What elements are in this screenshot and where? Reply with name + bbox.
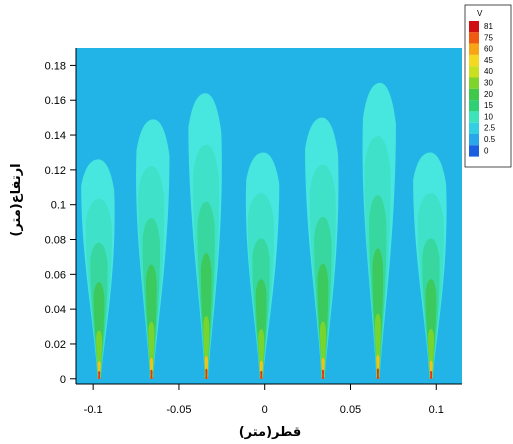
jet-contour-level xyxy=(93,282,105,379)
legend-level-label: 20 xyxy=(484,90,493,99)
jet-contour-level xyxy=(259,370,263,379)
legend-level-label: 2.5 xyxy=(484,124,496,133)
jet-contour-level xyxy=(372,248,384,379)
jet-contour-level xyxy=(149,369,153,379)
y-ticks: 0 0.02 0.04 0.06 0.08 0.1 0.12 0.14 0.16 0.18 xyxy=(45,60,76,386)
jet-plume xyxy=(188,93,222,379)
legend-swatch xyxy=(469,111,479,123)
legend-title: V xyxy=(477,9,483,18)
y-tick-label: 0 xyxy=(60,374,66,386)
legend-level-label: 0 xyxy=(484,146,489,155)
color-legend: V 81 75 60 45 40 30 20 15 10 2.5 0.5 0 xyxy=(464,4,512,168)
legend-level-label: 15 xyxy=(484,101,493,110)
jet-contour-level xyxy=(425,279,437,379)
jet-plume xyxy=(245,152,280,379)
y-tick-label: 0.06 xyxy=(45,269,66,281)
x-ticks: -0.1 -0.05 0 0.05 0.1 xyxy=(84,384,444,416)
legend-swatch xyxy=(469,66,479,78)
jet-plume xyxy=(136,119,170,379)
y-tick-label: 0.1 xyxy=(51,200,66,212)
legend-swatch xyxy=(469,54,479,67)
jet-plume xyxy=(362,82,396,379)
x-tick-label: 0.05 xyxy=(340,404,361,416)
legend-level-label: 0.5 xyxy=(484,135,496,144)
y-tick-label: 0.14 xyxy=(45,130,66,142)
jet-contour-level xyxy=(97,371,101,379)
legend-swatch xyxy=(469,122,479,134)
legend-level-label: 75 xyxy=(484,33,493,42)
legend-swatch xyxy=(469,145,479,157)
legend-swatch xyxy=(469,100,479,112)
y-tick-label: 0.08 xyxy=(45,235,66,247)
y-tick-label: 0.16 xyxy=(45,95,66,107)
legend-level-label: 81 xyxy=(484,22,493,31)
jet-plume xyxy=(305,117,339,379)
legend-level-label: 60 xyxy=(484,45,493,54)
x-tick-label: -0.05 xyxy=(166,404,191,416)
x-tick-label: -0.1 xyxy=(84,404,103,416)
legend-swatch xyxy=(469,32,479,44)
y-tick-label: 0.04 xyxy=(45,304,66,316)
y-tick-label: 0.12 xyxy=(45,165,66,177)
jet-contour-level xyxy=(200,253,212,379)
y-tick-label: 0.18 xyxy=(45,60,66,72)
jet-contour-level xyxy=(317,263,329,379)
legend-swatch xyxy=(469,134,479,146)
legend-level-label: 40 xyxy=(484,67,493,76)
x-tick-label: 0 xyxy=(262,404,268,416)
x-tick-label: 0.1 xyxy=(429,404,444,416)
jet-contour-level xyxy=(321,369,325,379)
jets-layer xyxy=(81,82,447,379)
y-axis-title: ارتفاع(متر) xyxy=(9,163,24,236)
legend-level-label: 30 xyxy=(484,79,493,88)
jet-plume xyxy=(81,159,115,379)
legend-swatch xyxy=(469,77,479,89)
x-axis-title: قطر(متر) xyxy=(239,425,302,440)
jet-contour-level xyxy=(376,368,380,379)
jet-contour-level xyxy=(204,368,208,379)
y-tick-label: 0.02 xyxy=(45,339,66,351)
jet-contour-level xyxy=(255,279,267,379)
legend-swatch xyxy=(469,21,479,33)
legend-swatch xyxy=(469,88,479,101)
jet-plume xyxy=(413,152,447,379)
jet-contour-level xyxy=(146,264,157,379)
legend-level-label: 45 xyxy=(484,56,493,65)
jet-contour-level xyxy=(429,370,433,379)
legend-level-label: 10 xyxy=(484,112,493,121)
legend-swatch xyxy=(469,43,479,55)
